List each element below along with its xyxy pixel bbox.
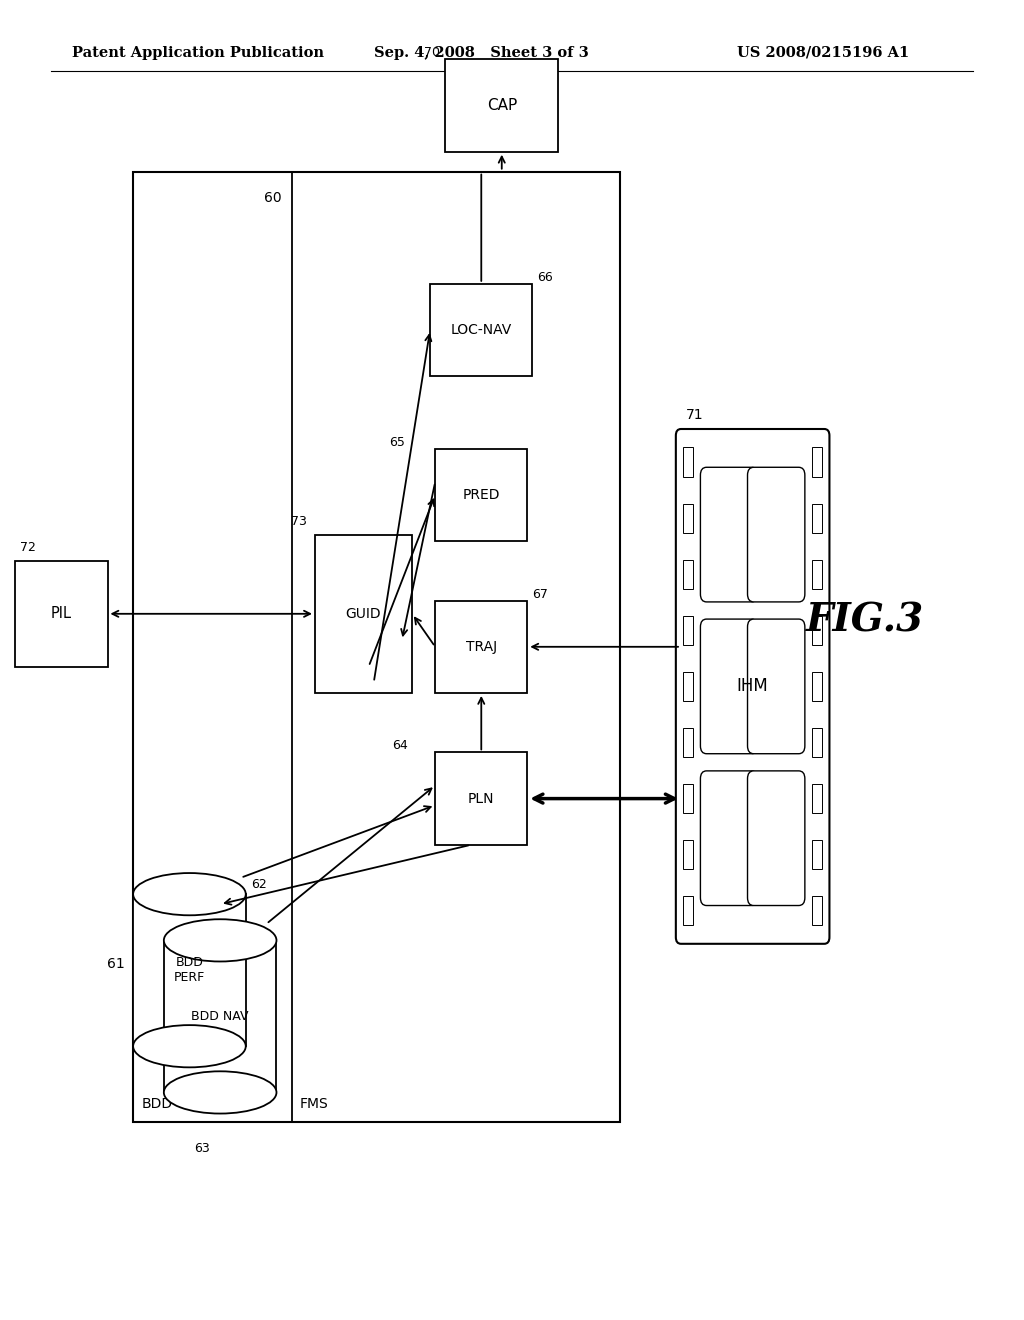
Ellipse shape	[133, 873, 246, 915]
Text: FIG.3: FIG.3	[806, 602, 925, 639]
Text: GUID: GUID	[346, 607, 381, 620]
Bar	[812, 727, 822, 758]
Bar	[683, 841, 693, 870]
Text: 65: 65	[389, 436, 406, 449]
FancyBboxPatch shape	[700, 771, 758, 906]
Bar	[683, 560, 693, 589]
Text: 72: 72	[20, 541, 37, 554]
Text: 64: 64	[392, 739, 408, 752]
Text: BDD
PERF: BDD PERF	[174, 956, 205, 985]
FancyBboxPatch shape	[748, 467, 805, 602]
Bar	[683, 503, 693, 532]
Text: BDD: BDD	[141, 1097, 172, 1111]
Ellipse shape	[133, 1026, 246, 1068]
Text: CAP: CAP	[486, 98, 517, 114]
Text: 63: 63	[195, 1142, 210, 1155]
Text: TRAJ: TRAJ	[466, 640, 497, 653]
Bar	[133, 894, 246, 1047]
Bar	[812, 560, 822, 589]
Bar	[683, 447, 693, 477]
Text: 66: 66	[538, 271, 553, 284]
Bar	[445, 59, 558, 152]
Bar	[812, 503, 822, 532]
Text: 70: 70	[424, 46, 440, 59]
Bar	[812, 615, 822, 645]
Bar	[435, 449, 527, 541]
Bar	[133, 172, 620, 1122]
Bar	[430, 284, 532, 376]
Bar	[812, 447, 822, 477]
Bar	[812, 784, 822, 813]
Text: PLN: PLN	[468, 792, 495, 805]
Bar	[435, 752, 527, 845]
Text: 71: 71	[686, 408, 703, 422]
Bar	[164, 940, 276, 1093]
FancyBboxPatch shape	[700, 619, 758, 754]
Bar	[683, 672, 693, 701]
Bar	[812, 672, 822, 701]
Text: IHM: IHM	[736, 677, 769, 696]
Text: Patent Application Publication: Patent Application Publication	[72, 46, 324, 59]
Bar	[15, 561, 108, 667]
FancyBboxPatch shape	[676, 429, 829, 944]
Bar	[812, 841, 822, 870]
Bar	[315, 535, 412, 693]
Text: PIL: PIL	[51, 606, 72, 622]
Bar	[435, 601, 527, 693]
Bar	[683, 896, 693, 925]
FancyBboxPatch shape	[748, 771, 805, 906]
Text: FMS: FMS	[300, 1097, 329, 1111]
Text: US 2008/0215196 A1: US 2008/0215196 A1	[737, 46, 909, 59]
Bar	[683, 615, 693, 645]
Text: 67: 67	[532, 587, 549, 601]
Text: PRED: PRED	[463, 488, 500, 502]
FancyBboxPatch shape	[748, 619, 805, 754]
Ellipse shape	[164, 919, 276, 961]
Ellipse shape	[164, 1072, 276, 1114]
Text: BDD NAV: BDD NAV	[191, 1010, 249, 1023]
Bar	[683, 727, 693, 758]
Text: LOC-NAV: LOC-NAV	[451, 323, 512, 337]
Text: 73: 73	[291, 515, 307, 528]
Text: 61: 61	[108, 957, 125, 970]
Text: 62: 62	[251, 878, 266, 891]
FancyBboxPatch shape	[700, 467, 758, 602]
Text: Sep. 4, 2008   Sheet 3 of 3: Sep. 4, 2008 Sheet 3 of 3	[374, 46, 589, 59]
Bar	[812, 896, 822, 925]
Bar	[683, 784, 693, 813]
Text: 60: 60	[264, 191, 282, 206]
